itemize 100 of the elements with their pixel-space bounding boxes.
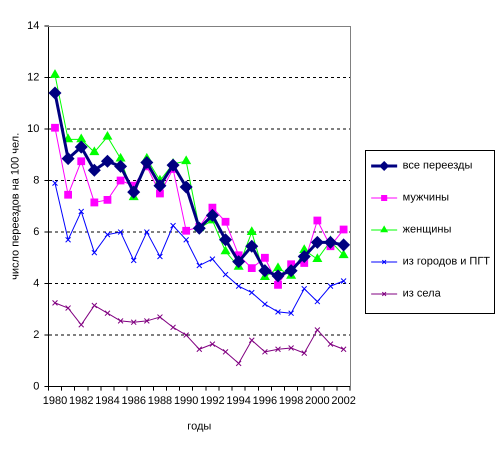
point bbox=[144, 318, 150, 324]
point bbox=[222, 348, 229, 355]
point bbox=[273, 262, 283, 272]
point bbox=[90, 198, 98, 206]
point bbox=[114, 160, 127, 173]
point bbox=[340, 278, 347, 284]
point bbox=[170, 324, 176, 330]
point bbox=[275, 346, 281, 352]
point bbox=[220, 246, 230, 254]
point bbox=[101, 154, 114, 168]
point bbox=[64, 190, 72, 199]
x-tick-label: 1986 bbox=[121, 395, 146, 408]
point bbox=[118, 229, 124, 236]
x-tick-label: 1996 bbox=[252, 395, 278, 408]
point bbox=[50, 70, 60, 78]
point bbox=[338, 250, 348, 258]
point bbox=[209, 256, 216, 262]
point bbox=[312, 254, 322, 262]
y-tick-label: 10 bbox=[27, 123, 40, 136]
y-tick-label: 4 bbox=[33, 278, 40, 290]
point bbox=[301, 286, 308, 292]
y-tick-label: 6 bbox=[33, 226, 40, 238]
point bbox=[130, 257, 137, 264]
point bbox=[78, 322, 84, 328]
x-tick-label: 1980 bbox=[42, 395, 68, 408]
point bbox=[247, 226, 256, 235]
point bbox=[140, 156, 154, 169]
point bbox=[102, 131, 112, 140]
point bbox=[88, 164, 101, 177]
point bbox=[104, 232, 110, 238]
point bbox=[311, 236, 324, 249]
x-tick-label: 2002 bbox=[331, 395, 356, 408]
point bbox=[206, 209, 219, 222]
point bbox=[156, 254, 163, 260]
point bbox=[262, 348, 268, 355]
point bbox=[48, 86, 62, 100]
point bbox=[51, 124, 59, 132]
legend-label: мужчины bbox=[402, 192, 450, 204]
x-tick-label: 1992 bbox=[200, 395, 225, 408]
point bbox=[248, 264, 256, 272]
point bbox=[314, 326, 320, 333]
point bbox=[340, 346, 347, 352]
y-tick-label: 2 bbox=[33, 329, 40, 342]
point bbox=[183, 236, 190, 243]
point bbox=[170, 222, 176, 229]
point bbox=[154, 179, 166, 192]
point bbox=[248, 337, 255, 344]
point bbox=[328, 283, 334, 290]
point bbox=[62, 152, 74, 165]
point bbox=[116, 176, 124, 184]
point bbox=[301, 350, 308, 356]
point bbox=[219, 233, 232, 246]
point bbox=[127, 186, 140, 198]
point bbox=[340, 226, 348, 234]
x-tick-label: 1994 bbox=[226, 395, 251, 408]
point bbox=[209, 341, 216, 348]
legend-label: из села bbox=[402, 288, 442, 300]
point bbox=[328, 341, 334, 348]
y-tick-label: 0 bbox=[33, 380, 40, 393]
point bbox=[116, 153, 126, 162]
point bbox=[91, 302, 98, 308]
point bbox=[144, 229, 150, 236]
x-tick-label: 1988 bbox=[148, 395, 172, 408]
y-axis-title: число переездов на 100 чел. bbox=[10, 132, 22, 280]
point bbox=[52, 300, 58, 306]
point bbox=[104, 196, 112, 204]
point bbox=[166, 158, 180, 172]
x-tick-label: 1998 bbox=[278, 395, 304, 408]
point bbox=[260, 254, 269, 262]
point bbox=[77, 157, 86, 166]
point bbox=[118, 318, 124, 324]
point bbox=[245, 240, 258, 253]
point bbox=[196, 346, 202, 352]
x-axis-title: годы bbox=[187, 420, 212, 432]
point bbox=[76, 134, 86, 142]
point bbox=[52, 180, 58, 186]
point bbox=[74, 140, 88, 154]
point bbox=[236, 360, 242, 366]
point bbox=[275, 308, 281, 315]
point bbox=[182, 226, 190, 235]
point bbox=[65, 236, 72, 243]
point bbox=[182, 156, 191, 164]
point bbox=[196, 262, 202, 269]
point bbox=[183, 332, 190, 338]
y-tick-label: 12 bbox=[27, 72, 40, 84]
point bbox=[180, 180, 192, 194]
point bbox=[324, 236, 337, 249]
y-tick-label: 14 bbox=[27, 20, 40, 32]
point bbox=[192, 222, 206, 234]
point bbox=[298, 250, 311, 263]
point bbox=[104, 310, 110, 316]
x-tick-label: 2000 bbox=[305, 395, 330, 408]
point bbox=[274, 280, 282, 289]
legend-label: из городов и ПГТ bbox=[402, 256, 490, 268]
x-tick-label: 1984 bbox=[95, 395, 120, 408]
point bbox=[222, 272, 229, 278]
legend-label: женщины bbox=[402, 224, 452, 236]
point bbox=[314, 298, 320, 305]
x-tick-label: 1990 bbox=[174, 395, 198, 408]
point bbox=[258, 264, 272, 277]
